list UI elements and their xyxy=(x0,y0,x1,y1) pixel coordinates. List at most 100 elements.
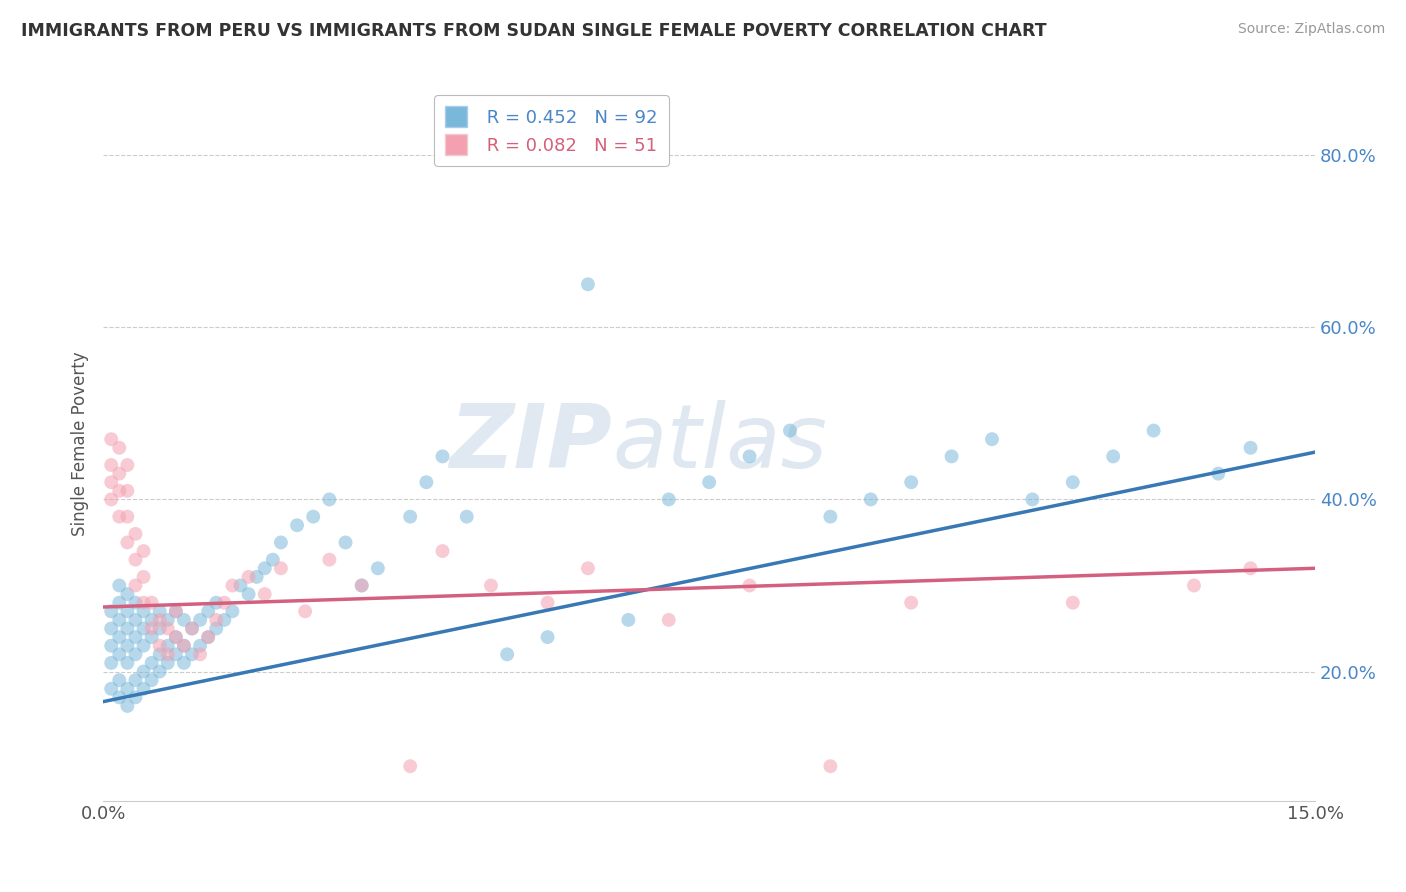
Point xyxy=(859,492,882,507)
Point xyxy=(100,656,122,670)
Point xyxy=(496,648,519,662)
Point xyxy=(415,475,437,490)
Point xyxy=(156,656,179,670)
Point xyxy=(350,578,373,592)
Point xyxy=(536,630,558,644)
Point xyxy=(238,570,260,584)
Point xyxy=(181,622,204,636)
Point xyxy=(576,277,599,292)
Point xyxy=(100,475,122,490)
Point xyxy=(221,604,243,618)
Point xyxy=(181,622,204,636)
Point xyxy=(149,639,172,653)
Point xyxy=(318,492,340,507)
Point xyxy=(149,613,172,627)
Point xyxy=(108,509,131,524)
Point xyxy=(738,578,761,592)
Point xyxy=(229,578,252,592)
Text: atlas: atlas xyxy=(612,401,827,486)
Point xyxy=(335,535,357,549)
Point xyxy=(1062,475,1084,490)
Point xyxy=(205,596,228,610)
Point xyxy=(432,450,454,464)
Point xyxy=(165,630,187,644)
Point xyxy=(617,613,640,627)
Point xyxy=(156,639,179,653)
Point xyxy=(141,673,163,687)
Point xyxy=(181,648,204,662)
Point xyxy=(108,483,131,498)
Point xyxy=(738,450,761,464)
Point xyxy=(108,648,131,662)
Point xyxy=(132,665,155,679)
Point xyxy=(262,552,284,566)
Point xyxy=(214,613,236,627)
Point xyxy=(270,535,292,549)
Point xyxy=(108,630,131,644)
Point xyxy=(117,698,139,713)
Point xyxy=(100,604,122,618)
Point xyxy=(1062,596,1084,610)
Y-axis label: Single Female Poverty: Single Female Poverty xyxy=(72,351,89,536)
Point xyxy=(124,526,146,541)
Point xyxy=(165,604,187,618)
Point xyxy=(1102,450,1125,464)
Point xyxy=(124,690,146,705)
Point xyxy=(1182,578,1205,592)
Point xyxy=(1239,561,1261,575)
Point xyxy=(820,509,842,524)
Point xyxy=(658,492,681,507)
Point xyxy=(285,518,308,533)
Point xyxy=(214,596,236,610)
Point xyxy=(820,759,842,773)
Point xyxy=(132,622,155,636)
Point xyxy=(124,630,146,644)
Point xyxy=(173,639,195,653)
Point xyxy=(100,458,122,472)
Point xyxy=(141,630,163,644)
Point xyxy=(117,639,139,653)
Point xyxy=(117,681,139,696)
Point xyxy=(132,596,155,610)
Point xyxy=(165,604,187,618)
Point xyxy=(900,596,922,610)
Point xyxy=(100,492,122,507)
Point xyxy=(399,759,422,773)
Point xyxy=(124,648,146,662)
Point xyxy=(124,673,146,687)
Point xyxy=(124,578,146,592)
Point xyxy=(141,613,163,627)
Point xyxy=(124,596,146,610)
Point xyxy=(165,630,187,644)
Point xyxy=(197,630,219,644)
Point xyxy=(188,613,211,627)
Point xyxy=(294,604,316,618)
Point xyxy=(117,604,139,618)
Point xyxy=(221,578,243,592)
Point xyxy=(117,622,139,636)
Point xyxy=(197,630,219,644)
Point xyxy=(399,509,422,524)
Point xyxy=(117,509,139,524)
Point xyxy=(173,639,195,653)
Text: IMMIGRANTS FROM PERU VS IMMIGRANTS FROM SUDAN SINGLE FEMALE POVERTY CORRELATION : IMMIGRANTS FROM PERU VS IMMIGRANTS FROM … xyxy=(21,22,1046,40)
Point xyxy=(117,656,139,670)
Point xyxy=(197,604,219,618)
Point xyxy=(576,561,599,575)
Point xyxy=(900,475,922,490)
Point xyxy=(156,613,179,627)
Point xyxy=(100,622,122,636)
Point xyxy=(108,596,131,610)
Point xyxy=(156,648,179,662)
Point xyxy=(149,622,172,636)
Point xyxy=(173,656,195,670)
Point xyxy=(238,587,260,601)
Point xyxy=(100,681,122,696)
Point xyxy=(149,648,172,662)
Point xyxy=(149,604,172,618)
Point xyxy=(141,596,163,610)
Point xyxy=(100,432,122,446)
Point xyxy=(1142,424,1164,438)
Point xyxy=(270,561,292,575)
Point xyxy=(246,570,269,584)
